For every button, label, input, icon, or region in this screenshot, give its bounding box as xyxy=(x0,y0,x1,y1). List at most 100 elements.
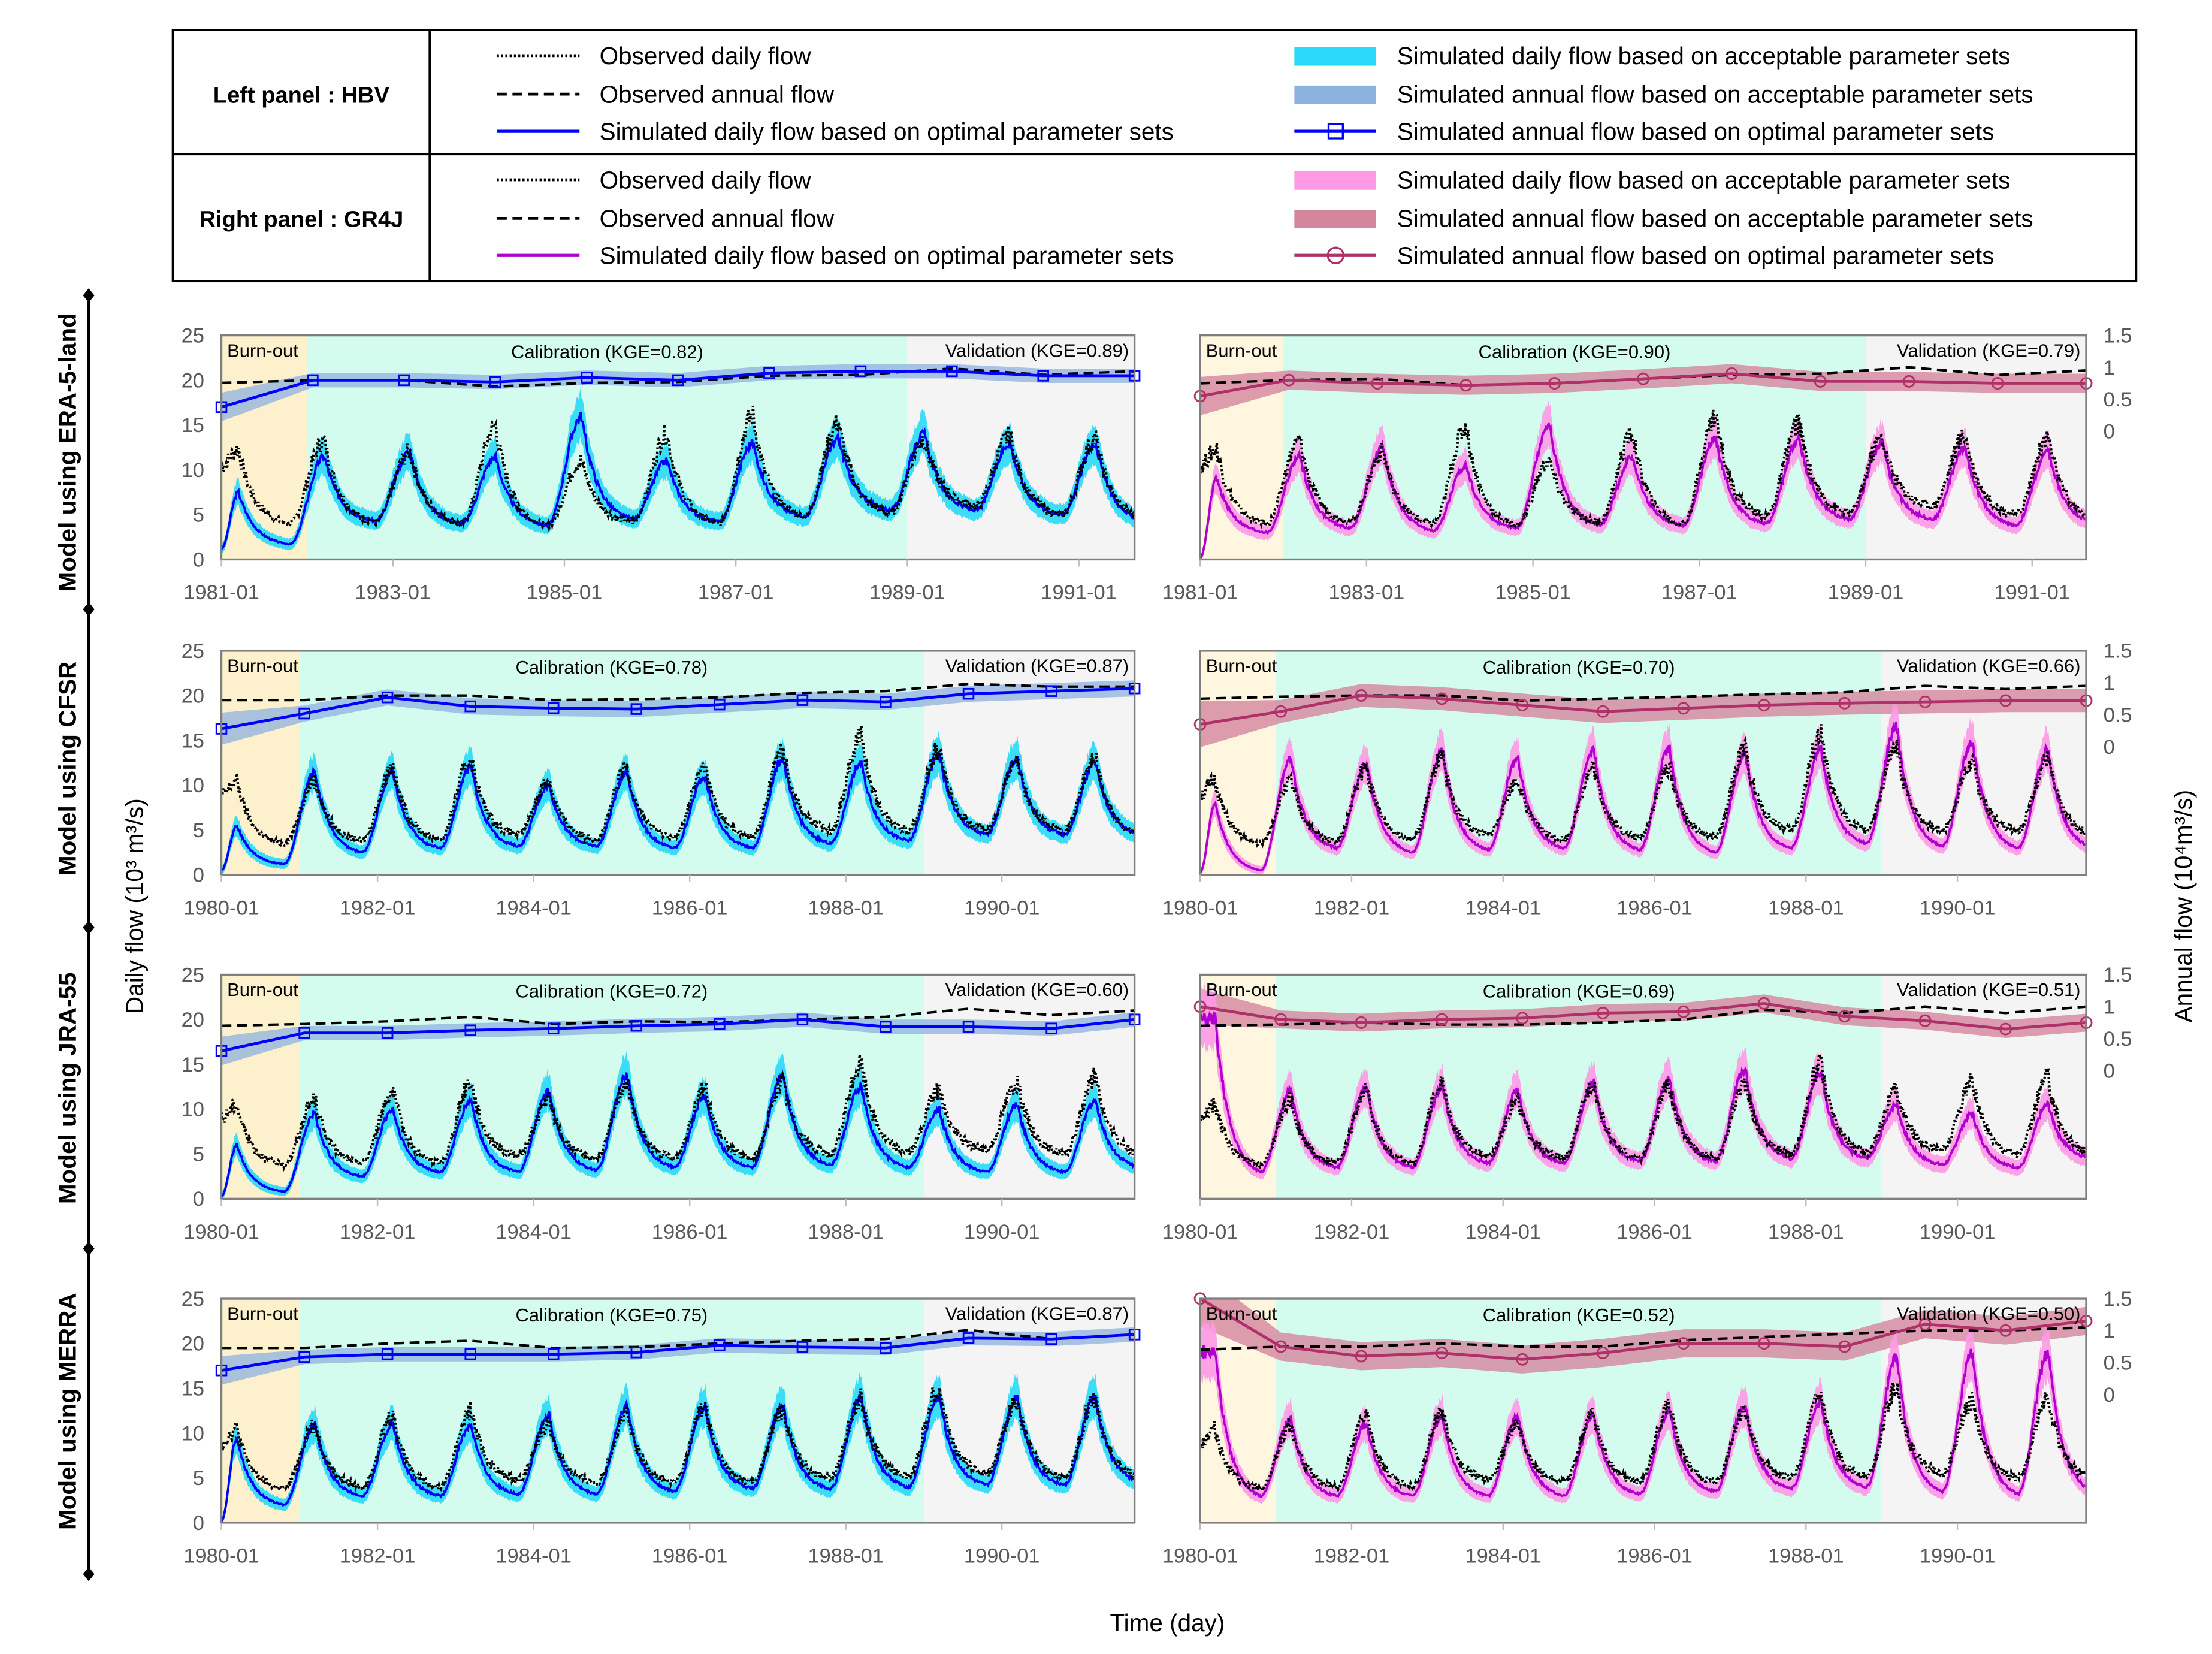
legend-label: Simulated daily flow based on acceptable… xyxy=(1397,42,2011,70)
y-tick-label: 15 xyxy=(182,1377,204,1400)
burnout-region xyxy=(221,335,307,560)
annual-circle-marker xyxy=(1999,1022,2012,1036)
x-tick-label: 1988-01 xyxy=(1768,897,1844,919)
legend-left-title: Left panel : HBV xyxy=(213,83,390,108)
plot-frame xyxy=(220,973,1136,1200)
x-tick-label: 1986-01 xyxy=(1616,897,1693,919)
x-tick-label: 1990-01 xyxy=(1920,1545,1996,1568)
annual-circle-marker xyxy=(1677,1337,1690,1350)
annual-square-marker xyxy=(298,707,310,720)
legend-right-title: Right panel : GR4J xyxy=(200,207,404,233)
period-label-validation: Validation (KGE=0.66) xyxy=(1897,656,2080,677)
x-tick-label: 1990-01 xyxy=(964,1221,1040,1243)
right-y-tick-label: 0.5 xyxy=(2104,704,2132,726)
y-tick-label: 20 xyxy=(182,1009,204,1031)
annual-square-marker xyxy=(630,1019,643,1032)
annual-circle-marker xyxy=(1838,1010,1851,1023)
right-y-tick-label: 0.5 xyxy=(2104,1352,2132,1375)
annual-square-marker xyxy=(630,1347,643,1359)
row-label: Model using CFSR xyxy=(54,662,81,876)
period-label-validation: Validation (KGE=0.50) xyxy=(1897,1303,2080,1324)
annual-square-marker xyxy=(796,1013,809,1026)
y-tick-label: 5 xyxy=(193,1467,204,1490)
period-label-burnout: Burn-out xyxy=(227,979,298,1000)
x-tick-label: 1982-01 xyxy=(340,1545,416,1568)
annual-square-marker xyxy=(1037,370,1049,382)
annual-square-marker xyxy=(581,372,593,384)
annual-square-marker xyxy=(298,1027,310,1039)
x-tick-label: 1983-01 xyxy=(355,581,431,604)
period-label-validation: Validation (KGE=0.51) xyxy=(1897,979,2080,1000)
annual-circle-marker xyxy=(1355,1016,1368,1029)
panel-gr4j-row1: Burn-out Calibration (KGE=0.90) Validation… xyxy=(1162,324,2132,604)
annual-circle-marker xyxy=(1274,1340,1288,1353)
annual-circle-marker xyxy=(1757,997,1770,1010)
right-y-tick-label: 1.5 xyxy=(2104,964,2132,986)
annual-square-marker xyxy=(880,1342,892,1354)
annual-square-marker xyxy=(464,1348,476,1360)
x-tick-label: 1982-01 xyxy=(1314,1545,1390,1568)
simulated-annual-line xyxy=(1200,372,2086,398)
period-label-calibration: Calibration (KGE=0.82) xyxy=(511,342,703,363)
right-y-tick-label: 0 xyxy=(2104,736,2115,759)
legend-items: Observed daily flow Observed annual flow S… xyxy=(497,42,2033,270)
period-label-burnout: Burn-out xyxy=(227,656,298,677)
annual-circle-marker xyxy=(1516,1353,1529,1366)
legend-label: Observed annual flow xyxy=(600,205,835,233)
x-tick-label: 1984-01 xyxy=(495,1545,572,1568)
burnout-region xyxy=(1200,650,1276,875)
period-label-calibration: Calibration (KGE=0.90) xyxy=(1479,342,1671,363)
x-tick-label: 1988-01 xyxy=(1768,1221,1844,1243)
annual-circle-marker xyxy=(1371,377,1384,390)
row-label: Model using JRA-55 xyxy=(54,972,81,1204)
annual-circle-marker xyxy=(1548,377,1561,390)
y-tick-label: 15 xyxy=(182,1054,204,1076)
annual-acceptable-band xyxy=(221,1327,1135,1385)
annual-circle-marker xyxy=(1757,699,1770,711)
simulated-annual-line xyxy=(221,687,1135,731)
right-y-tick-label: 1 xyxy=(2104,357,2115,379)
annual-circle-marker xyxy=(1355,1350,1368,1363)
annual-square-marker xyxy=(547,1022,560,1034)
x-tick-label: 1981-01 xyxy=(1162,581,1238,604)
panel-hbv-row4: Burn-out Calibration (KGE=0.75) Validation… xyxy=(182,1288,1141,1568)
simulated-daily-line xyxy=(221,1392,1134,1522)
plot-area xyxy=(221,974,1135,1199)
legend-label: Simulated annual flow based on acceptabl… xyxy=(1397,80,2033,108)
annual-square-marker xyxy=(307,374,319,387)
legend-label: Observed annual flow xyxy=(600,80,835,108)
plot-area xyxy=(221,650,1135,875)
x-tick-label: 1982-01 xyxy=(1314,1221,1390,1243)
panel-gr4j-row4: Burn-out Calibration (KGE=0.52) Validation… xyxy=(1162,1288,2132,1568)
annual-circle-marker xyxy=(1459,379,1473,392)
annual-circle-marker xyxy=(1725,367,1738,381)
x-tick-label: 1988-01 xyxy=(808,1545,884,1568)
annual-acceptable-band xyxy=(1200,364,2086,415)
annual-square-marker xyxy=(880,1021,892,1033)
simulated-annual-line xyxy=(221,1333,1135,1372)
right-y-tick-label: 1 xyxy=(2104,996,2115,1019)
annual-circle-marker xyxy=(1838,1340,1851,1353)
observed-annual-line xyxy=(221,683,1135,702)
simulated-annual-line xyxy=(221,370,1135,409)
legend-symbol-marker xyxy=(1294,246,1376,265)
right-y-tick-label: 1.5 xyxy=(2104,640,2132,663)
annual-square-marker xyxy=(1045,685,1057,697)
x-tick-label: 1986-01 xyxy=(652,1545,728,1568)
annual-circle-marker xyxy=(1918,1318,1932,1331)
period-label-calibration: Calibration (KGE=0.69) xyxy=(1483,981,1675,1002)
right-y-tick-label: 0.5 xyxy=(2104,1028,2132,1051)
y-tick-label: 10 xyxy=(182,1098,204,1121)
period-label-validation: Validation (KGE=0.89) xyxy=(945,340,1129,361)
annual-circle-marker xyxy=(1677,702,1690,715)
diamond-icon xyxy=(83,1241,95,1256)
x-tick-label: 1986-01 xyxy=(1616,1545,1693,1568)
observed-daily-line xyxy=(221,1387,1134,1494)
observed-annual-line xyxy=(221,367,1135,388)
y-tick-label: 5 xyxy=(193,819,204,842)
plot-frame xyxy=(1199,973,2087,1200)
simulated-annual-line xyxy=(221,1018,1135,1052)
simulated-annual-line xyxy=(1200,694,2086,726)
period-label-calibration: Calibration (KGE=0.72) xyxy=(516,981,708,1002)
simulated-daily-line xyxy=(1200,422,2086,559)
